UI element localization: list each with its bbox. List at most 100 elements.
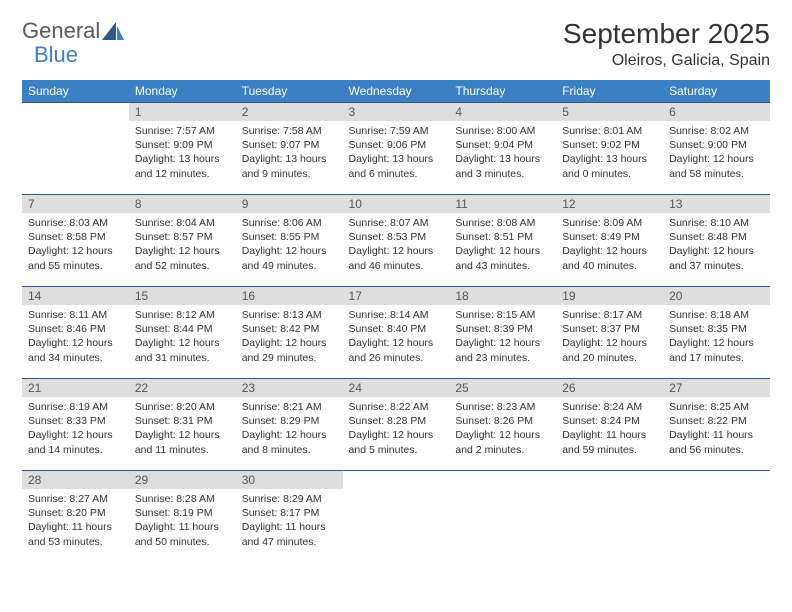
day-number: 15 — [129, 287, 236, 305]
day-details: Sunrise: 8:11 AMSunset: 8:46 PMDaylight:… — [22, 305, 129, 369]
calendar-day-cell: 4Sunrise: 8:00 AMSunset: 9:04 PMDaylight… — [449, 103, 556, 195]
weekday-header: Thursday — [449, 80, 556, 103]
day-details: Sunrise: 8:22 AMSunset: 8:28 PMDaylight:… — [343, 397, 450, 461]
day-number: 7 — [22, 195, 129, 213]
day-details: Sunrise: 8:09 AMSunset: 8:49 PMDaylight:… — [556, 213, 663, 277]
day-details: Sunrise: 8:21 AMSunset: 8:29 PMDaylight:… — [236, 397, 343, 461]
day-details: Sunrise: 8:18 AMSunset: 8:35 PMDaylight:… — [663, 305, 770, 369]
location: Oleiros, Galicia, Spain — [563, 52, 770, 70]
day-number: 1 — [129, 103, 236, 121]
weekday-header: Monday — [129, 80, 236, 103]
day-number: 18 — [449, 287, 556, 305]
day-details: Sunrise: 8:24 AMSunset: 8:24 PMDaylight:… — [556, 397, 663, 461]
calendar-day-cell: 3Sunrise: 7:59 AMSunset: 9:06 PMDaylight… — [343, 103, 450, 195]
calendar-day-cell: 11Sunrise: 8:08 AMSunset: 8:51 PMDayligh… — [449, 195, 556, 287]
day-details: Sunrise: 8:13 AMSunset: 8:42 PMDaylight:… — [236, 305, 343, 369]
day-number: 20 — [663, 287, 770, 305]
day-number: 10 — [343, 195, 450, 213]
calendar-day-cell: 21Sunrise: 8:19 AMSunset: 8:33 PMDayligh… — [22, 379, 129, 471]
weekday-header: Tuesday — [236, 80, 343, 103]
day-details: Sunrise: 8:02 AMSunset: 9:00 PMDaylight:… — [663, 121, 770, 185]
day-number: 24 — [343, 379, 450, 397]
calendar-day-cell: 1Sunrise: 7:57 AMSunset: 9:09 PMDaylight… — [129, 103, 236, 195]
calendar-table: SundayMondayTuesdayWednesdayThursdayFrid… — [22, 80, 770, 563]
day-details: Sunrise: 8:00 AMSunset: 9:04 PMDaylight:… — [449, 121, 556, 185]
day-number: 28 — [22, 471, 129, 489]
day-number: 26 — [556, 379, 663, 397]
calendar-day-cell: 2Sunrise: 7:58 AMSunset: 9:07 PMDaylight… — [236, 103, 343, 195]
calendar-week-row: 7Sunrise: 8:03 AMSunset: 8:58 PMDaylight… — [22, 195, 770, 287]
day-details: Sunrise: 8:03 AMSunset: 8:58 PMDaylight:… — [22, 213, 129, 277]
day-number: 9 — [236, 195, 343, 213]
day-details: Sunrise: 8:29 AMSunset: 8:17 PMDaylight:… — [236, 489, 343, 553]
day-number: 2 — [236, 103, 343, 121]
calendar-day-cell: 14Sunrise: 8:11 AMSunset: 8:46 PMDayligh… — [22, 287, 129, 379]
logo-word-general: General — [22, 18, 100, 44]
day-details: Sunrise: 8:17 AMSunset: 8:37 PMDaylight:… — [556, 305, 663, 369]
month-title: September 2025 — [563, 18, 770, 50]
logo: General — [22, 18, 126, 44]
calendar-day-cell: 28Sunrise: 8:27 AMSunset: 8:20 PMDayligh… — [22, 471, 129, 563]
day-number: 13 — [663, 195, 770, 213]
day-number: 16 — [236, 287, 343, 305]
day-number: 12 — [556, 195, 663, 213]
calendar-week-row: 1Sunrise: 7:57 AMSunset: 9:09 PMDaylight… — [22, 103, 770, 195]
calendar-day-cell: 20Sunrise: 8:18 AMSunset: 8:35 PMDayligh… — [663, 287, 770, 379]
calendar-day-cell: 7Sunrise: 8:03 AMSunset: 8:58 PMDaylight… — [22, 195, 129, 287]
day-details: Sunrise: 8:01 AMSunset: 9:02 PMDaylight:… — [556, 121, 663, 185]
calendar-day-cell: 15Sunrise: 8:12 AMSunset: 8:44 PMDayligh… — [129, 287, 236, 379]
calendar-week-row: 21Sunrise: 8:19 AMSunset: 8:33 PMDayligh… — [22, 379, 770, 471]
day-number: 5 — [556, 103, 663, 121]
calendar-day-cell: 26Sunrise: 8:24 AMSunset: 8:24 PMDayligh… — [556, 379, 663, 471]
calendar-day-cell: 13Sunrise: 8:10 AMSunset: 8:48 PMDayligh… — [663, 195, 770, 287]
day-details: Sunrise: 8:27 AMSunset: 8:20 PMDaylight:… — [22, 489, 129, 553]
day-details: Sunrise: 7:57 AMSunset: 9:09 PMDaylight:… — [129, 121, 236, 185]
day-number: 21 — [22, 379, 129, 397]
calendar-week-row: 14Sunrise: 8:11 AMSunset: 8:46 PMDayligh… — [22, 287, 770, 379]
day-number: 27 — [663, 379, 770, 397]
calendar-day-cell: 5Sunrise: 8:01 AMSunset: 9:02 PMDaylight… — [556, 103, 663, 195]
day-details: Sunrise: 8:07 AMSunset: 8:53 PMDaylight:… — [343, 213, 450, 277]
calendar-day-cell: 10Sunrise: 8:07 AMSunset: 8:53 PMDayligh… — [343, 195, 450, 287]
day-number: 14 — [22, 287, 129, 305]
day-details: Sunrise: 8:06 AMSunset: 8:55 PMDaylight:… — [236, 213, 343, 277]
calendar-day-cell: 18Sunrise: 8:15 AMSunset: 8:39 PMDayligh… — [449, 287, 556, 379]
calendar-day-cell: 23Sunrise: 8:21 AMSunset: 8:29 PMDayligh… — [236, 379, 343, 471]
day-number: 3 — [343, 103, 450, 121]
day-details: Sunrise: 8:23 AMSunset: 8:26 PMDaylight:… — [449, 397, 556, 461]
day-details: Sunrise: 7:59 AMSunset: 9:06 PMDaylight:… — [343, 121, 450, 185]
day-number: 23 — [236, 379, 343, 397]
calendar-week-row: 28Sunrise: 8:27 AMSunset: 8:20 PMDayligh… — [22, 471, 770, 563]
calendar-day-cell — [343, 471, 450, 563]
day-number: 19 — [556, 287, 663, 305]
day-details: Sunrise: 8:14 AMSunset: 8:40 PMDaylight:… — [343, 305, 450, 369]
calendar-day-cell: 22Sunrise: 8:20 AMSunset: 8:31 PMDayligh… — [129, 379, 236, 471]
day-details: Sunrise: 8:12 AMSunset: 8:44 PMDaylight:… — [129, 305, 236, 369]
day-number: 4 — [449, 103, 556, 121]
day-number: 8 — [129, 195, 236, 213]
day-details: Sunrise: 8:04 AMSunset: 8:57 PMDaylight:… — [129, 213, 236, 277]
day-number: 22 — [129, 379, 236, 397]
day-details: Sunrise: 8:10 AMSunset: 8:48 PMDaylight:… — [663, 213, 770, 277]
calendar-day-cell: 16Sunrise: 8:13 AMSunset: 8:42 PMDayligh… — [236, 287, 343, 379]
calendar-day-cell — [449, 471, 556, 563]
calendar-day-cell: 6Sunrise: 8:02 AMSunset: 9:00 PMDaylight… — [663, 103, 770, 195]
day-number: 29 — [129, 471, 236, 489]
day-number: 6 — [663, 103, 770, 121]
calendar-day-cell — [663, 471, 770, 563]
weekday-header: Sunday — [22, 80, 129, 103]
calendar-header-row: SundayMondayTuesdayWednesdayThursdayFrid… — [22, 80, 770, 103]
calendar-day-cell: 9Sunrise: 8:06 AMSunset: 8:55 PMDaylight… — [236, 195, 343, 287]
title-block: September 2025 Oleiros, Galicia, Spain — [563, 18, 770, 70]
logo-sail-icon — [102, 22, 124, 40]
calendar-day-cell — [22, 103, 129, 195]
calendar-day-cell: 29Sunrise: 8:28 AMSunset: 8:19 PMDayligh… — [129, 471, 236, 563]
calendar-day-cell: 24Sunrise: 8:22 AMSunset: 8:28 PMDayligh… — [343, 379, 450, 471]
weekday-header: Friday — [556, 80, 663, 103]
calendar-day-cell: 19Sunrise: 8:17 AMSunset: 8:37 PMDayligh… — [556, 287, 663, 379]
day-details: Sunrise: 8:28 AMSunset: 8:19 PMDaylight:… — [129, 489, 236, 553]
calendar-day-cell: 25Sunrise: 8:23 AMSunset: 8:26 PMDayligh… — [449, 379, 556, 471]
day-details: Sunrise: 8:08 AMSunset: 8:51 PMDaylight:… — [449, 213, 556, 277]
calendar-body: 1Sunrise: 7:57 AMSunset: 9:09 PMDaylight… — [22, 103, 770, 563]
day-number: 30 — [236, 471, 343, 489]
